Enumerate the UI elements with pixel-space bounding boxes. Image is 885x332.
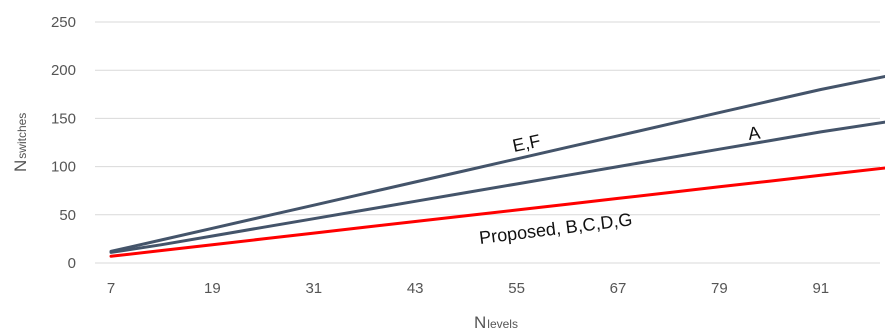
series-lines (109, 74, 885, 258)
x-axis-ticks: 7 19 31 43 55 67 79 91 (107, 280, 829, 297)
x-tick-label: 31 (305, 280, 322, 297)
series-line-2 (109, 166, 885, 258)
y-tick-label: 100 (51, 159, 76, 176)
x-axis-label-main: N (474, 313, 486, 332)
x-tick-label: 7 (107, 280, 115, 297)
y-axis-label: Nswitches (11, 113, 30, 172)
y-axis-label-main: N (11, 160, 30, 172)
y-tick-label: 0 (68, 255, 76, 272)
x-axis-label-sub: levels (487, 317, 518, 331)
x-tick-label: 19 (204, 280, 221, 297)
series-line-0 (109, 74, 885, 253)
y-axis-label-sub: switches (15, 113, 29, 159)
y-tick-label: 250 (51, 14, 76, 31)
y-axis-ticks: 0 50 100 150 200 250 (51, 14, 76, 272)
x-tick-label: 79 (711, 280, 728, 297)
y-tick-label: 200 (51, 62, 76, 79)
x-tick-label: 43 (407, 280, 424, 297)
y-tick-label: 150 (51, 110, 76, 127)
x-tick-label: 91 (812, 280, 829, 297)
series-label-ef: E,F (511, 131, 543, 156)
x-tick-label: 55 (508, 280, 525, 297)
x-tick-label: 67 (610, 280, 627, 297)
series-label-a: A (747, 122, 762, 143)
series-line-1 (109, 120, 885, 254)
y-tick-label: 50 (59, 207, 76, 224)
x-axis-label: Nlevels (474, 313, 518, 332)
